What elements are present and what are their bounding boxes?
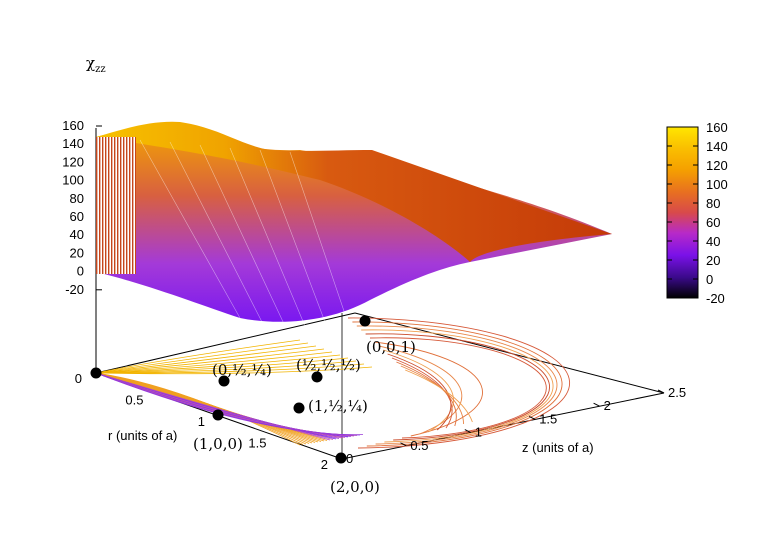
surface-side-stripes (96, 137, 136, 274)
colorbar-tick-label: 160 (706, 120, 728, 135)
contour-line (95, 354, 341, 374)
z-value-tick-label: -20 (65, 282, 84, 297)
contour-line (352, 321, 563, 447)
contour-line (95, 360, 357, 374)
contour-line (95, 363, 365, 374)
r-axis-ticks: 0 0.5 1 1.5 2 (75, 371, 328, 472)
r-tick-label: 0 (75, 371, 82, 386)
z-axis-label: z (units of a) (522, 440, 594, 455)
contour-line (405, 369, 473, 423)
annotation-label: (1,½,¼) (308, 397, 368, 415)
z-value-tick-label: 40 (70, 227, 84, 242)
point-1-half-quarter (293, 402, 305, 414)
contour-line (95, 345, 317, 374)
colorbar-tick-label: 80 (706, 196, 720, 211)
point-0-half-quarter (218, 375, 230, 387)
colorbar (666, 126, 699, 299)
contour-line (369, 337, 547, 439)
contour-line (400, 365, 465, 425)
contour-line (95, 372, 364, 436)
point-origin (90, 367, 102, 379)
surface-mesh-lines (139, 139, 346, 327)
annotation-label: (½,½,½) (296, 356, 361, 374)
surface-front-face (96, 127, 612, 322)
base-plane (95, 312, 665, 460)
z-value-tick-label: 0 (77, 264, 84, 279)
contour-line (356, 325, 558, 445)
chart-title: χzz (86, 54, 106, 75)
z-tick-label: 1.5 (539, 411, 557, 426)
contour-line (361, 329, 554, 443)
colorbar-tick-label: 60 (706, 215, 720, 230)
contour-line (374, 341, 483, 437)
annotation-label: (0,0,1) (366, 338, 416, 356)
colorbar-tick-label: -20 (706, 291, 725, 306)
z-axis-ticks: 0 0.5 1 1.5 2 2.5 (335, 385, 686, 466)
contour-line (396, 361, 457, 427)
contour-line (391, 357, 453, 429)
r-tick-label: 1 (198, 414, 205, 429)
point-2-0-0 (335, 452, 347, 464)
z-tick-mark (400, 442, 407, 447)
z-value-tick-label: 140 (62, 136, 84, 151)
z-tick-mark (464, 429, 472, 434)
z-tick-mark (657, 389, 665, 394)
surface-top-face (96, 121, 612, 262)
point-half-half-half (311, 371, 323, 383)
r-tick-label: 1.5 (248, 436, 266, 451)
z-tick-label: 2 (604, 398, 611, 413)
annotation-label: (2,0,0) (330, 478, 380, 496)
colorbar-tick-label: 0 (706, 272, 713, 287)
z-tick-label: 0.5 (410, 438, 428, 453)
contour-line (387, 353, 452, 431)
contour-line (95, 351, 333, 374)
z-tick-label: 2.5 (668, 385, 686, 400)
r-tick-label: 2 (321, 457, 328, 472)
contour-line (95, 339, 301, 374)
z-value-tick-label: 120 (62, 154, 84, 169)
colorbar-ticks: 160 140 120 100 80 60 40 20 0 -20 (667, 120, 728, 306)
contour-line (347, 317, 571, 449)
point-0-0-1 (359, 315, 371, 327)
colorbar-tick-label: 20 (706, 253, 720, 268)
z-value-tick-label: 20 (70, 245, 84, 260)
annotation-label: (0,½,¼) (212, 361, 272, 379)
contour-lines (95, 317, 571, 449)
z-value-tick-label: 60 (70, 209, 84, 224)
z-value-tick-label: 80 (70, 191, 84, 206)
contour-line (95, 348, 325, 374)
contour-line (95, 342, 309, 374)
z-tick-mark (593, 402, 600, 407)
z-value-tick-label: 160 (62, 118, 84, 133)
contour-line (95, 366, 373, 375)
z-tick-label: 1 (475, 425, 482, 440)
colorbar-tick-label: 140 (706, 139, 728, 154)
contour-line (383, 349, 454, 433)
annotation-label: (1,0,0) (193, 435, 243, 453)
r-tick-label: 0.5 (125, 393, 143, 408)
surface (96, 121, 612, 327)
z-tick-label: 0 (346, 451, 353, 466)
colorbar-tick-label: 40 (706, 234, 720, 249)
z-value-tick-label: 100 (62, 173, 84, 188)
z-tick-mark (528, 415, 536, 420)
annotation-points (90, 315, 371, 464)
colorbar-tick-label: 100 (706, 177, 728, 192)
colorbar-tick-label: 120 (706, 158, 728, 173)
contour-line (95, 357, 349, 374)
contour-line (378, 345, 463, 435)
r-axis-label: r (units of a) (108, 428, 177, 443)
point-1-0-0 (212, 409, 224, 421)
